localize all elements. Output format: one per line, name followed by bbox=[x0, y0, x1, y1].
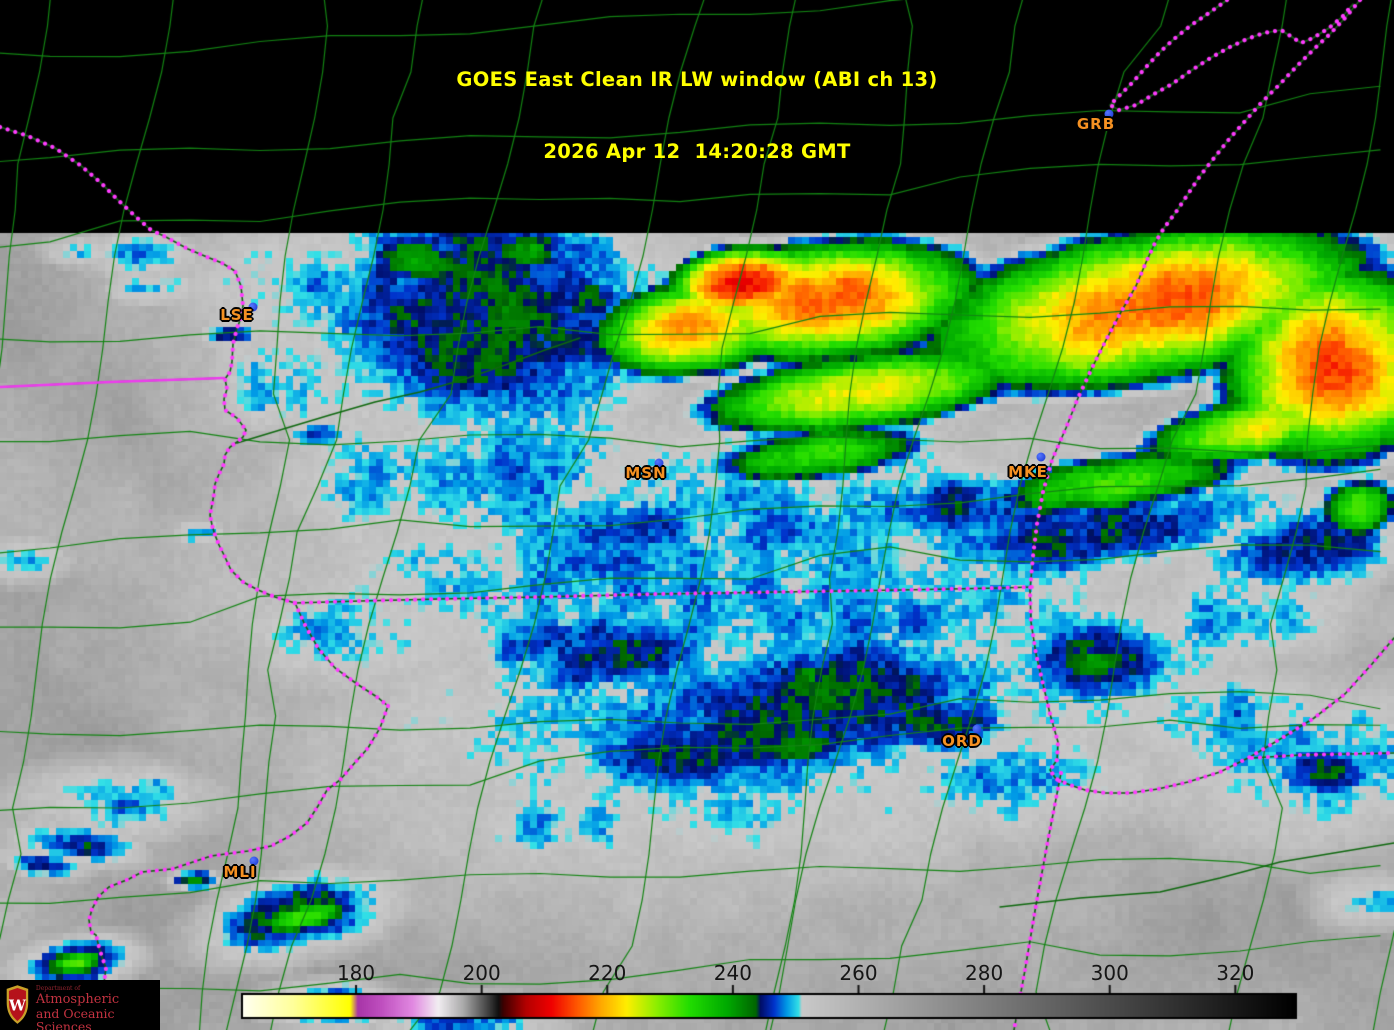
logo-dept-text: Department of bbox=[35, 985, 81, 992]
colorbar-tick-label: 240 bbox=[713, 961, 752, 985]
station-dot-MKE bbox=[1036, 452, 1046, 462]
uw-aos-logo: W Department of Atmospheric and Oceanic … bbox=[0, 980, 160, 1030]
uw-crest-icon: W bbox=[6, 985, 29, 1024]
title-line1: GOES East Clean IR LW window (ABI ch 13) bbox=[456, 68, 938, 91]
image-title: GOES East Clean IR LW window (ABI ch 13)… bbox=[0, 20, 1394, 212]
colorbar-tick-label: 280 bbox=[965, 961, 1004, 985]
title-line2: 2026 Apr 12 14:20:28 GMT bbox=[543, 140, 851, 163]
station-dot-GRB bbox=[1104, 109, 1114, 119]
colorbar-tick-label: 320 bbox=[1216, 961, 1255, 985]
station-label-MKE: MKE bbox=[1008, 463, 1048, 481]
station-label-LSE: LSE bbox=[220, 306, 254, 324]
station-label-GRB: GRB bbox=[1076, 115, 1116, 133]
logo-line2: Atmospheric bbox=[35, 992, 120, 1007]
logo-line3: and Oceanic Sciences bbox=[35, 1006, 115, 1030]
colorbar-tick-label: 220 bbox=[588, 961, 627, 985]
station-dot-ORD bbox=[972, 724, 982, 734]
station-dot-MSN bbox=[654, 458, 664, 468]
logo-text: Department of Atmospheric and Oceanic Sc… bbox=[36, 980, 160, 1030]
station-dot-LSE bbox=[248, 302, 258, 312]
colorbar-tick-label: 300 bbox=[1090, 961, 1129, 985]
colorbar-tick-label: 200 bbox=[462, 961, 501, 985]
station-label-ORD: ORD bbox=[942, 732, 982, 750]
station-dot-MLI bbox=[249, 856, 259, 866]
station-label-MSN: MSN bbox=[625, 464, 667, 482]
station-label-MLI: MLI bbox=[223, 863, 257, 881]
crest-letter: W bbox=[8, 996, 27, 1014]
colorbar-tick-label: 180 bbox=[336, 961, 376, 985]
colorbar-tick-label: 260 bbox=[839, 961, 878, 985]
